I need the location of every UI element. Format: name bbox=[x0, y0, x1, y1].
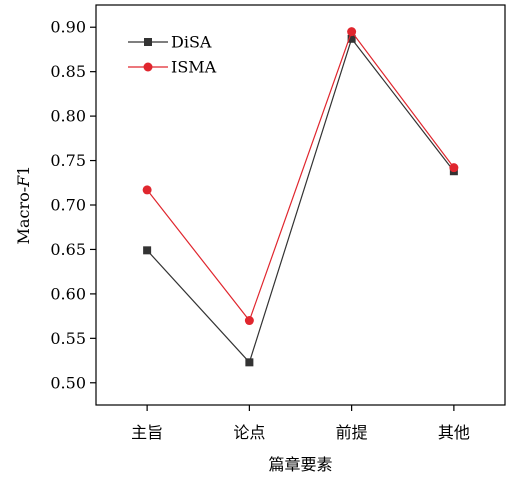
point-disa bbox=[245, 358, 254, 367]
series-layer bbox=[142, 27, 459, 367]
point-disa bbox=[143, 246, 152, 255]
series-line-disa bbox=[146, 37, 455, 364]
series-line-isma bbox=[146, 30, 455, 322]
legend-marker-isma bbox=[143, 62, 153, 72]
x-tick-label: 论点 bbox=[233, 423, 265, 442]
point-isma bbox=[347, 27, 357, 37]
y-axis-label-sub: 1 bbox=[14, 166, 33, 176]
x-tick-label: 其他 bbox=[438, 423, 470, 442]
legend-label-isma: ISMA bbox=[171, 58, 217, 77]
x-tick-label: 前提 bbox=[336, 423, 368, 442]
legend-label-disa: DiSA bbox=[171, 33, 212, 52]
y-tick-label: 0.80 bbox=[50, 107, 86, 126]
y-tick-label: 0.90 bbox=[50, 18, 86, 37]
y-tick-label: 0.50 bbox=[50, 373, 86, 392]
legend: DiSA ISMA bbox=[128, 33, 217, 77]
y-axis: 0.50 0.55 0.60 0.65 0.70 0.75 0.80 0.85 0.90 bbox=[50, 18, 96, 392]
legend-marker-disa bbox=[144, 38, 152, 46]
y-tick-label: 0.70 bbox=[50, 196, 86, 215]
point-isma bbox=[142, 185, 152, 195]
point-disa bbox=[347, 34, 356, 43]
y-tick-label: 0.75 bbox=[50, 151, 86, 170]
y-tick-label: 0.60 bbox=[50, 284, 86, 303]
plot-frame bbox=[95, 4, 506, 406]
x-axis: 主旨 论点 前提 其他 bbox=[131, 405, 470, 442]
x-axis-label: 篇章要素 bbox=[268, 455, 332, 474]
point-isma bbox=[244, 316, 254, 326]
x-tick-label: 主旨 bbox=[131, 423, 163, 442]
y-tick-label: 0.65 bbox=[50, 240, 86, 259]
y-tick-label: 0.55 bbox=[50, 329, 86, 348]
y-tick-label: 0.85 bbox=[50, 62, 86, 81]
y-axis-label-italic: F bbox=[14, 175, 33, 188]
y-axis-label-main: Macro- bbox=[14, 187, 33, 245]
y-axis-label: Macro-F1 bbox=[14, 166, 33, 245]
point-isma bbox=[449, 163, 459, 173]
